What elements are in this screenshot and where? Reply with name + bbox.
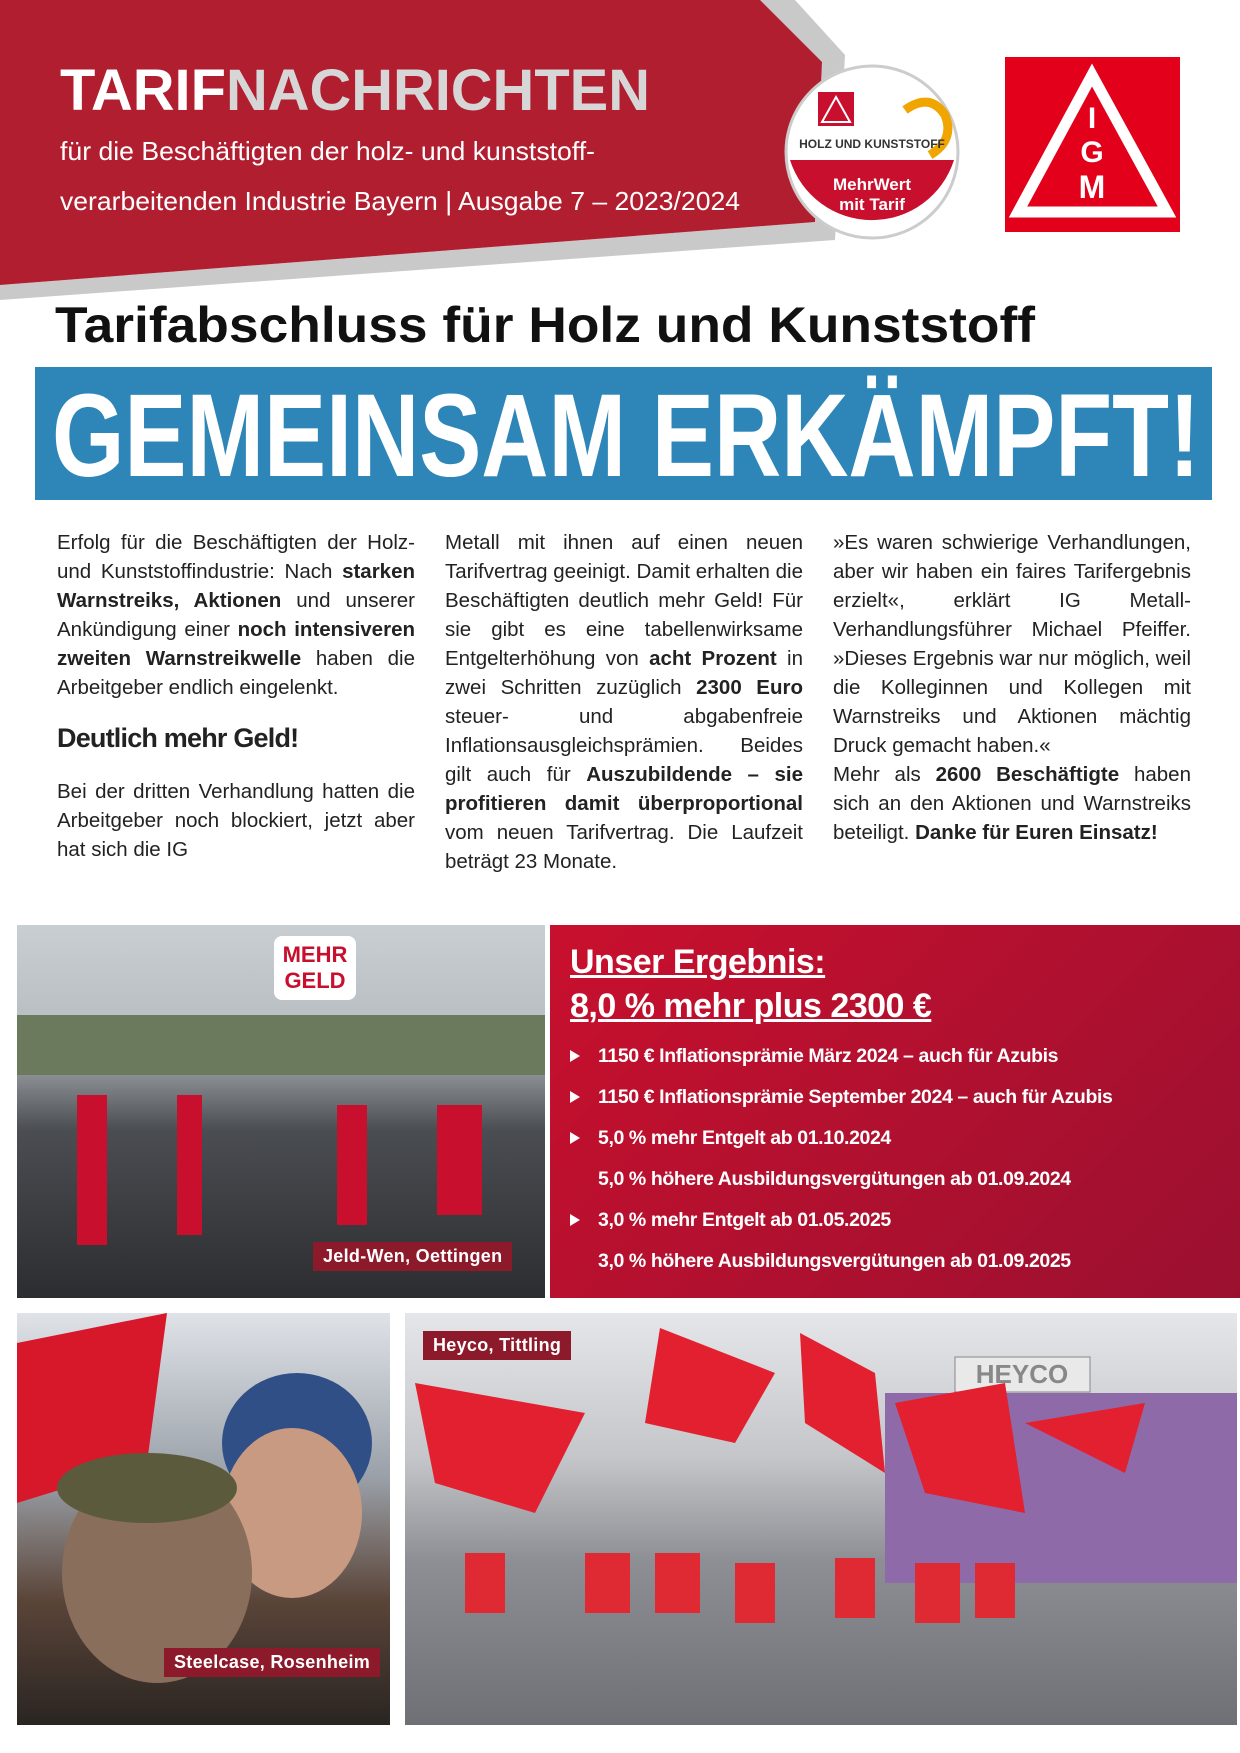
item-text: 1150 € Inflationsprämie September 2024 –…: [598, 1086, 1113, 1108]
bold-run: starken Warnstreiks, Aktionen: [57, 560, 415, 612]
photo: MEHR GELD Jeld-Wen, Oettingen: [17, 925, 545, 1298]
bold-run: noch intensiveren zweiten Warnstreikwell…: [57, 618, 415, 670]
sign-text: HEYCO: [976, 1359, 1068, 1389]
result-title: Unser Ergebnis:: [570, 943, 826, 981]
header-banner: [0, 0, 822, 285]
igm-letter: I: [1088, 102, 1096, 135]
result-box: Unser Ergebnis: 8,0 % mehr plus 2300 € 1…: [550, 925, 1240, 1298]
text-run: Metall mit ihnen auf einen neuen Tarifve…: [445, 531, 803, 670]
subtitle: für die Beschäftigten der holz- und kuns…: [60, 136, 595, 166]
result-item: 3,0 % mehr Entgelt ab 01.05.2025: [570, 1209, 891, 1232]
subheading: Deutlich mehr Geld!: [57, 723, 299, 753]
paragraph: Mehr als 2600 Beschäftigte haben sich an…: [833, 760, 1191, 847]
result-item: 5,0 % höhere Ausbildungsvergütungen ab 0…: [570, 1168, 1071, 1191]
photo-scarves: [77, 1095, 482, 1245]
text-run: Mehr als: [833, 763, 936, 786]
photo-shapes: MEHR GELD: [17, 936, 545, 1245]
bullet: [570, 1045, 598, 1068]
photo-shapes: HEYCO: [415, 1328, 1237, 1623]
headline: Tarifabschluss für Holz und Kunststoff: [55, 297, 1035, 353]
subtitle: verarbeitenden Industrie Bayern | Ausgab…: [60, 186, 740, 216]
photo-trees: [17, 1015, 545, 1075]
bold-run: Danke für Euren Einsatz!: [915, 821, 1158, 844]
text-run: steuer- und abgabenfreie Inflationsausgl…: [445, 705, 803, 786]
item-text: 1150 € Inflationsprämie März 2024 – auch…: [598, 1045, 1059, 1067]
photo-vests: [465, 1553, 1015, 1623]
result-item: 5,0 % mehr Entgelt ab 01.10.2024: [570, 1127, 891, 1150]
badge-band: [790, 160, 954, 221]
paragraph: »Es waren schwierige Verhandlungen, aber…: [833, 528, 1191, 760]
badge-text: MehrWert: [833, 175, 911, 194]
igm-letter: M: [1079, 169, 1106, 205]
header-title: TARIFNACHRICHTEN: [60, 58, 650, 123]
bold-run: 2600 Beschäftigte: [935, 763, 1120, 786]
header-graphics: TARIFNACHRICHTEN für die Beschäftigten d…: [0, 0, 1212, 502]
photo-caption: Heyco, Tittling: [423, 1331, 572, 1360]
text-run: haben die Arbeitgeber endlich eingelenkt…: [57, 647, 415, 699]
text-run: in zwei Schritten zuzüglich: [445, 647, 803, 699]
text-column: Metall mit ihnen auf einen neuen Tarifve…: [445, 528, 803, 876]
photo-shapes: [17, 1313, 372, 1683]
item-text: 5,0 % höhere Ausbildungsvergütungen ab 0…: [598, 1168, 1071, 1190]
item-text: 5,0 % mehr Entgelt ab 01.10.2024: [598, 1127, 891, 1149]
result-item: 1150 € Inflationsprämie März 2024 – auch…: [570, 1045, 1058, 1068]
sign-text: MEHR GELD: [282, 942, 348, 993]
photo: HEYCO Heyco, Tittling: [405, 1313, 1237, 1725]
banner-text: GEMEINSAM ERKÄMPFT!: [52, 370, 1200, 502]
bold-run: acht Prozent: [649, 647, 777, 670]
text-run: »Es waren schwierige Verhandlungen, aber…: [833, 531, 1191, 757]
photo-sign: [274, 936, 356, 1000]
photo-flags: [415, 1328, 1145, 1513]
result-item: 3,0 % höhere Ausbildungsvergütungen ab 0…: [570, 1250, 1071, 1273]
photo: Steelcase, Rosenheim: [17, 1313, 390, 1725]
text-run: haben sich an den Aktionen und Warnstrei…: [833, 763, 1191, 844]
item-text: 3,0 % höhere Ausbildungsvergütungen ab 0…: [598, 1250, 1071, 1272]
photo-face: [222, 1428, 362, 1598]
banner-bar: [35, 367, 1212, 500]
text-run: Erfolg für die Beschäftigten der Holz- u…: [57, 531, 415, 583]
text-run: vom neuen Tarifvertrag. Die Laufzeit bet…: [445, 821, 803, 873]
bold-run: 2300 Euro: [696, 676, 803, 699]
badge-text: mit Tarif: [839, 195, 905, 214]
paragraph: Erfolg für die Beschäftigten der Holz- u…: [57, 528, 415, 702]
item-text: 3,0 % mehr Entgelt ab 01.05.2025: [598, 1209, 891, 1231]
result-item: 1150 € Inflationsprämie September 2024 –…: [570, 1086, 1113, 1109]
bullet: [570, 1086, 598, 1109]
title-part: NACHRICHTEN: [226, 58, 650, 123]
bullet: [570, 1127, 598, 1150]
igm-triangle: [1008, 63, 1177, 218]
badge-swoosh: [902, 97, 953, 159]
photo-caption: Steelcase, Rosenheim: [164, 1648, 381, 1677]
bullet: [570, 1209, 598, 1232]
result-title: 8,0 % mehr plus 2300 €: [570, 987, 932, 1025]
badge-logo-mark: [820, 94, 852, 123]
badge-text: HOLZ UND KUNSTSTOFF: [799, 137, 945, 151]
text-run: und unserer Ankündigung einer: [57, 589, 415, 641]
photo-cap: [57, 1453, 237, 1523]
bold-run: Auszubildende – sie profitieren damit üb…: [445, 763, 804, 815]
text-column: »Es waren schwierige Verhandlungen, aber…: [833, 528, 1191, 847]
photo-sign: [954, 1356, 1091, 1393]
igm-letter: G: [1080, 136, 1103, 169]
text-run: Bei der dritten Verhandlung hatten die A…: [57, 780, 415, 861]
photo-caption: Jeld-Wen, Oettingen: [313, 1242, 513, 1271]
paragraph: Bei der dritten Verhandlung hatten die A…: [57, 777, 415, 864]
paragraph: Metall mit ihnen auf einen neuen Tarifve…: [445, 528, 803, 876]
text-column: Erfolg für die Beschäftigten der Holz- u…: [57, 528, 415, 864]
title-part: TARIF: [60, 58, 226, 123]
